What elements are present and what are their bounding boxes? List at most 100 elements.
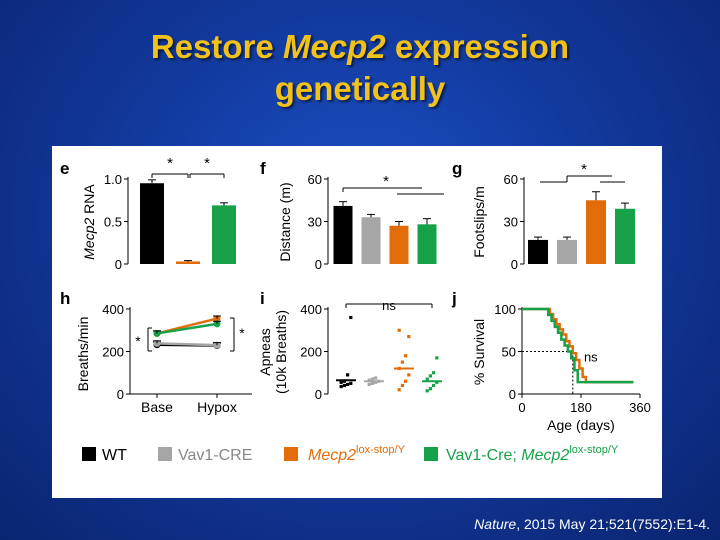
panel-f-bar-vav1cre_mecp2lox [417, 224, 437, 264]
panel-j-ytick-label: 50 [502, 345, 516, 360]
panel-h-ytick-label: 400 [102, 302, 124, 317]
panel-e-sig-star-2: * [204, 155, 210, 172]
panel-j-xtick-label: 180 [570, 400, 592, 415]
panel-i-wt-point [342, 383, 346, 388]
panel-e-ylabel-gene: Mecp2 [81, 218, 97, 260]
legend-vav1cre-gene: Mecp2 [521, 447, 569, 464]
figure-panel: e f g h i j 1.0 0.5 0 Mecp2 RNA * * 60 30 0 Distance (m… [52, 146, 662, 498]
title-line-1: Restore Mecp2 expression [150, 28, 570, 65]
slide-title: Restore Mecp2 expression genetically [0, 26, 720, 110]
panel-i-ytick-label: 200 [300, 345, 322, 360]
title-line-2: genetically [274, 70, 446, 107]
panel-g-bar-mecp2lox [586, 200, 606, 264]
panel-i-vav1cre_mecp2lox-point [425, 389, 429, 393]
panel-h-sig-star-1: * [135, 333, 141, 349]
panel-e-ylabel-rest: RNA [81, 184, 97, 218]
panel-letter-f: f [260, 159, 266, 178]
panel-h-ytick-label: 200 [102, 345, 124, 360]
panel-h-vav1-cre-line [156, 342, 218, 347]
panel-f-bar-mecp2lox [389, 225, 409, 264]
legend-label-vav1cre-mecp2lox: Vav1-Cre; Mecp2lox-stop/Y [446, 444, 619, 464]
panel-i-sig-ns: ns [382, 298, 396, 313]
panel-i-ytick-label: 400 [300, 302, 322, 317]
panel-e-ytick-label: 0 [115, 257, 122, 272]
panel-i-vav1cre_mecp2lox-point [435, 356, 439, 360]
panel-f-ytick-label: 30 [308, 215, 322, 230]
panel-i-vav1cre_mecp2lox-point [428, 387, 432, 391]
panel-i-vav1-cre-point [374, 376, 378, 380]
panel-j-xlabel: Age (days) [547, 417, 615, 433]
panel-i-wt-point [349, 381, 353, 385]
legend-label-mecp2lox: Mecp2lox-stop/Y [308, 444, 406, 464]
panel-letter-g: g [452, 159, 462, 178]
panel-e-ylabel-text: Mecp2 RNA [81, 184, 97, 260]
legend-mecp2lox-gene: Mecp2 [308, 447, 356, 464]
legend-swatch-vav1cre-mecp2lox [424, 447, 438, 461]
panel-g-ylabel: Footslips/m [471, 186, 487, 258]
panel-i-ytick-label: 0 [315, 387, 322, 402]
citation: Nature, 2015 May 21;521(7552):E1-4. [474, 516, 710, 532]
panel-e-sig-star-1: * [167, 155, 173, 172]
panel-e-ytick-label: 0.5 [104, 215, 122, 230]
panel-g-bar-vav1cre_mecp2lox [615, 208, 635, 264]
panel-i-vav1-cre-point [370, 381, 374, 385]
legend-label-wt: WT [102, 447, 127, 464]
panel-i-vav1-cre-point [370, 377, 374, 381]
panel-f-ytick-label: 60 [308, 172, 322, 187]
panel-j-ytick-label: 100 [494, 302, 516, 317]
legend-swatch-mecp2lox [284, 447, 298, 461]
legend-label-vav1-cre: Vav1-CRE [178, 447, 252, 464]
panel-h-ytick-label: 0 [117, 387, 124, 402]
panel-letter-h: h [60, 289, 70, 308]
panel-i-vav1cre_mecp2lox-point [435, 380, 439, 384]
panel-g-ytick-label: 30 [504, 215, 518, 230]
panel-i-wt-point [339, 384, 343, 389]
panel-i-ylabel-line2: (10k Breaths) [273, 310, 289, 394]
panel-j-survival-curve-mecp2lox [522, 307, 634, 384]
panel-j-ytick-label: 0 [509, 387, 516, 402]
panel-i-vav1cre_mecp2lox-point [432, 383, 436, 388]
panel-i-ylabel-line1: Apneas [257, 328, 273, 375]
panel-e-bar-mecp2lox [176, 261, 200, 264]
panel-i-wt-point [339, 380, 343, 384]
legend-swatch-vav1-cre [158, 447, 172, 461]
panel-f-sig-star: * [383, 173, 389, 190]
panel-h-vav1cre_mecp2lox-line [156, 322, 218, 335]
panel-h-ylabel: Breaths/min [75, 317, 91, 392]
panel-i-mecp2lox-point [400, 360, 404, 364]
panel-i-mecp2lox-point [404, 354, 408, 358]
panel-i-wt-point [342, 379, 346, 383]
panel-g-ytick-label: 0 [511, 257, 518, 272]
panel-i-wt-point [349, 315, 353, 320]
panel-j-xtick-label: 0 [518, 400, 525, 415]
panel-h-sig-star-2: * [239, 325, 245, 341]
panel-j-survival-curve-vav1cre_mecp2lox [522, 307, 634, 384]
panel-i-vav1cre_mecp2lox-point [428, 374, 432, 378]
panel-i-wt-point [346, 382, 350, 387]
panel-f-bar-vav1-cre [361, 217, 381, 264]
panel-i-mecp2lox-point [407, 335, 411, 339]
panel-g-sig-star: * [581, 161, 587, 178]
panel-letter-j: j [451, 289, 457, 308]
legend-vav1cre-sup: lox-stop/Y [569, 444, 619, 456]
panel-g-bar-vav1-cre [557, 239, 577, 264]
figure-svg: e f g h i j 1.0 0.5 0 Mecp2 RNA * * 60 30 0 Distance (m… [60, 155, 651, 464]
panel-i-mecp2lox-point [407, 373, 411, 377]
panel-i-mecp2lox-point [397, 388, 401, 392]
panel-g-bar-wt [528, 239, 548, 264]
panel-letter-i: i [260, 289, 265, 308]
panel-i-vav1cre_mecp2lox-point [425, 377, 429, 381]
panel-j-sig-ns: ns [584, 350, 598, 365]
panel-f-ytick-label: 0 [315, 257, 322, 272]
panel-i-vav1-cre-point [367, 378, 371, 382]
panel-e-bar-wt [140, 183, 164, 264]
panel-i-vav1cre_mecp2lox-point [432, 371, 436, 375]
legend-vav1cre-prefix: Vav1-Cre; [446, 447, 521, 464]
panel-j-ylabel: % Survival [471, 319, 487, 385]
panel-e-bar-vav1cre_mecp2lox [212, 205, 236, 264]
panel-h-xtick-label: Base [141, 399, 173, 415]
panel-h-xtick-label: Hypox [197, 399, 237, 415]
panel-letter-e: e [60, 159, 69, 178]
legend-mecp2lox-sup: lox-stop/Y [356, 444, 406, 456]
legend-swatch-wt [82, 447, 96, 461]
